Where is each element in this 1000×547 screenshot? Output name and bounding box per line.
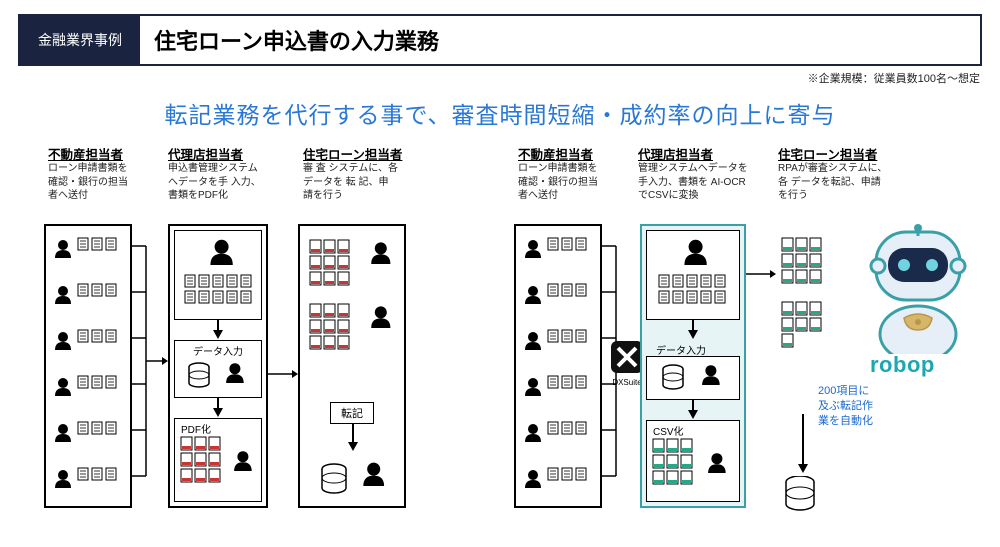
dxsuite-label: DXSuite (610, 378, 644, 387)
right-col2-top (646, 230, 740, 320)
csv-grid-icon (647, 437, 741, 501)
right-col1-desc: ローン申請書類を確認・銀行の担当者へ送付 (518, 162, 603, 203)
right-col2-mid (646, 356, 740, 400)
left-connector-2 (268, 344, 298, 404)
left-col2-bot: PDF化 (174, 418, 262, 502)
right-col3-area (776, 224, 854, 508)
left-col1-title: 不動産担当者 (48, 144, 123, 163)
header-badge: 金融業界事例 (20, 16, 140, 64)
people-docs-grid-r (516, 226, 600, 506)
right-col2-title: 代理店担当者 (638, 144, 713, 163)
csv-stack (776, 224, 854, 374)
headline: 転記業務を代行する事で、審査時間短縮・成約率の向上に寄与 (0, 96, 1000, 130)
left-col2-mid: データ入力 (174, 340, 262, 398)
left-connector-1 (132, 224, 168, 508)
brand-name: robop (870, 352, 935, 378)
company-scale-note: ※企業規模：従業員数100名～想定 (0, 70, 980, 86)
db-person-icon-r (647, 357, 741, 401)
right-col3-desc: RPAが審査システムに、各 データを転記、申請を行う (778, 162, 888, 203)
pdf-people-stack (300, 226, 408, 406)
person-docs-icon (175, 231, 263, 321)
diagram-stage: 不動産担当者 ローン申請書類を確認・銀行の担当者へ送付 代理店担当者 申込書管理… (18, 144, 982, 514)
automation-caption: 200項目に及ぶ転記作業を自動化 (818, 384, 873, 429)
dxsuite-badge: DXSuite (610, 340, 644, 387)
ad2 (213, 408, 223, 417)
left-col3-box: 転記 (298, 224, 406, 508)
db-person-bottom (318, 454, 398, 504)
right-col1-box (514, 224, 602, 508)
right-col2-bot: CSV化 (646, 420, 740, 502)
v2 (217, 398, 219, 408)
robot-icon (858, 214, 978, 354)
v1 (217, 320, 219, 330)
left-col2-desc: 申込書管理システムへデータを手 入力、書類をPDF化 (168, 162, 263, 203)
left-col1-desc: ローン申請書類を確認・銀行の担当者へ送付 (48, 162, 133, 203)
left-col2-top (174, 230, 262, 320)
label-csv: CSV化 (653, 423, 745, 438)
person-docs-icon-r (647, 231, 741, 321)
db-icon-end (784, 476, 824, 516)
left-col2-title: 代理店担当者 (168, 144, 243, 163)
right-col2-desc: 管理システムへデータを手入力、書類を AI-OCRでCSVに変換 (638, 162, 748, 203)
db-person-icon (175, 357, 263, 399)
right-col1-title: 不動産担当者 (518, 144, 593, 163)
left-col1-box (44, 224, 132, 508)
label-data-input: データ入力 (193, 343, 279, 358)
label-pdf: PDF化 (181, 421, 267, 436)
label-tenki: 転記 (330, 402, 374, 424)
people-docs-grid (46, 226, 130, 506)
header-title: 住宅ローン申込書の入力業務 (140, 16, 980, 64)
page-header: 金融業界事例 住宅ローン申込書の入力業務 (18, 14, 982, 66)
label-data-input-r: データ入力 (656, 342, 706, 357)
left-col3-desc: 審 査 システムに、各 データを 転 記、申請を行う (303, 162, 398, 203)
ad1 (213, 330, 223, 339)
left-col3-title: 住宅ローン担当者 (303, 144, 402, 163)
pdf-grid-icon (175, 435, 263, 501)
right-col3-title: 住宅ローン担当者 (778, 144, 877, 163)
